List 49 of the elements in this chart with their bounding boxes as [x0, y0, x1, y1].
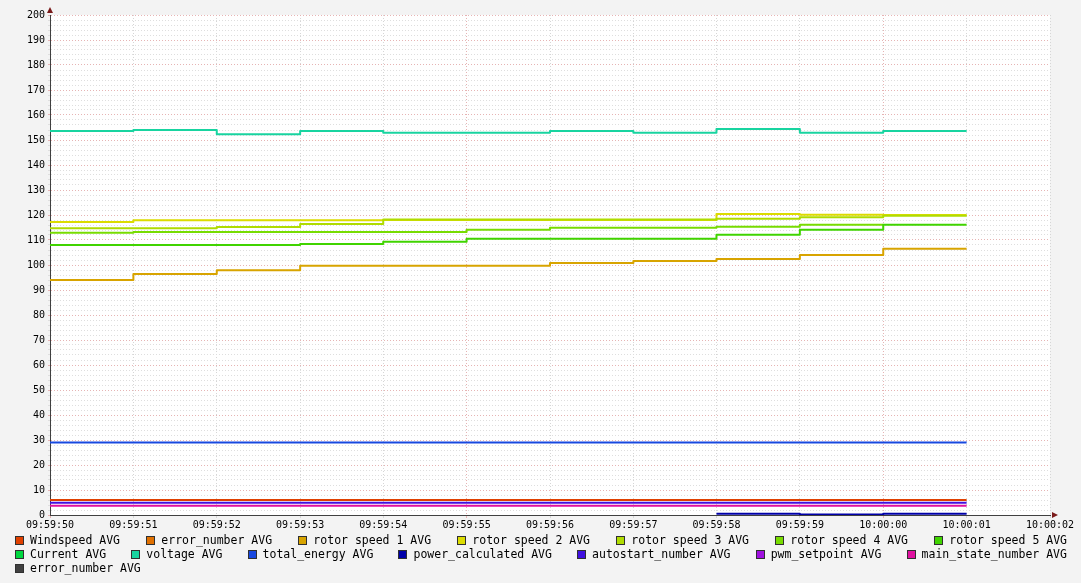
y-tick-label: 170 — [26, 83, 45, 95]
y-tick-label: 60 — [32, 358, 45, 370]
x-tick-label: 09:59:58 — [692, 518, 741, 530]
y-tick-label: 0 — [38, 508, 45, 520]
y-tick-label: 10 — [32, 483, 45, 495]
x-tick-label: 09:59:55 — [442, 518, 491, 530]
legend-label: rotor speed 1 AVG — [313, 533, 432, 547]
x-tick-label: 09:59:52 — [192, 518, 241, 530]
y-tick-label: 110 — [26, 233, 45, 245]
x-tick-label: 09:59:56 — [525, 518, 575, 530]
legend-label: rotor speed 5 AVG — [949, 533, 1067, 547]
y-tick-label: 130 — [26, 183, 45, 195]
y-tick-label: 140 — [26, 158, 45, 170]
x-tick-label: 09:59:59 — [775, 518, 824, 530]
legend-label: main_state_number AVG — [921, 547, 1067, 561]
x-tick-label: 09:59:57 — [609, 518, 658, 530]
y-tick-label: 90 — [32, 283, 45, 295]
legend-label: error_number AVG — [30, 561, 141, 575]
y-tick-label: 70 — [32, 333, 45, 345]
y-tick-label: 200 — [26, 8, 45, 20]
legend-label: total_energy AVG — [262, 547, 374, 561]
y-tick-label: 120 — [26, 208, 45, 220]
y-tick-label: 160 — [26, 108, 45, 120]
x-tick-label: 10:00:02 — [1025, 518, 1075, 530]
y-tick-label: 100 — [26, 258, 45, 270]
x-tick-label: 10:00:00 — [859, 518, 908, 530]
legend-label: power_calculated AVG — [413, 547, 552, 561]
legend-label: error_number AVG — [161, 533, 273, 547]
y-tick-label: 80 — [32, 308, 45, 320]
legend-label: Windspeed AVG — [30, 533, 121, 547]
y-tick-label: 20 — [32, 458, 45, 470]
x-tick-label: 09:59:50 — [25, 518, 75, 530]
x-tick-label: 09:59:53 — [276, 518, 325, 530]
y-tick-label: 50 — [32, 383, 45, 395]
y-tick-label: 30 — [32, 433, 45, 445]
legend-label: autostart_number AVG — [592, 547, 731, 561]
x-tick-label: 09:59:51 — [109, 518, 158, 530]
y-tick-label: 190 — [26, 33, 45, 45]
y-tick-label: 150 — [26, 133, 45, 145]
legend-label: rotor speed 4 AVG — [790, 533, 909, 547]
x-tick-label: 09:59:54 — [359, 518, 408, 530]
y-tick-label: 180 — [26, 58, 45, 70]
y-tick-label: 40 — [32, 408, 45, 420]
legend-label: rotor speed 3 AVG — [631, 533, 750, 547]
legend-label: Current AVG — [30, 547, 107, 561]
legend-label: pwm_setpoint AVG — [770, 547, 882, 561]
legend-label: voltage AVG — [146, 547, 223, 561]
legend-label: rotor speed 2 AVG — [472, 533, 591, 547]
x-tick-label: 10:00:01 — [942, 518, 991, 530]
